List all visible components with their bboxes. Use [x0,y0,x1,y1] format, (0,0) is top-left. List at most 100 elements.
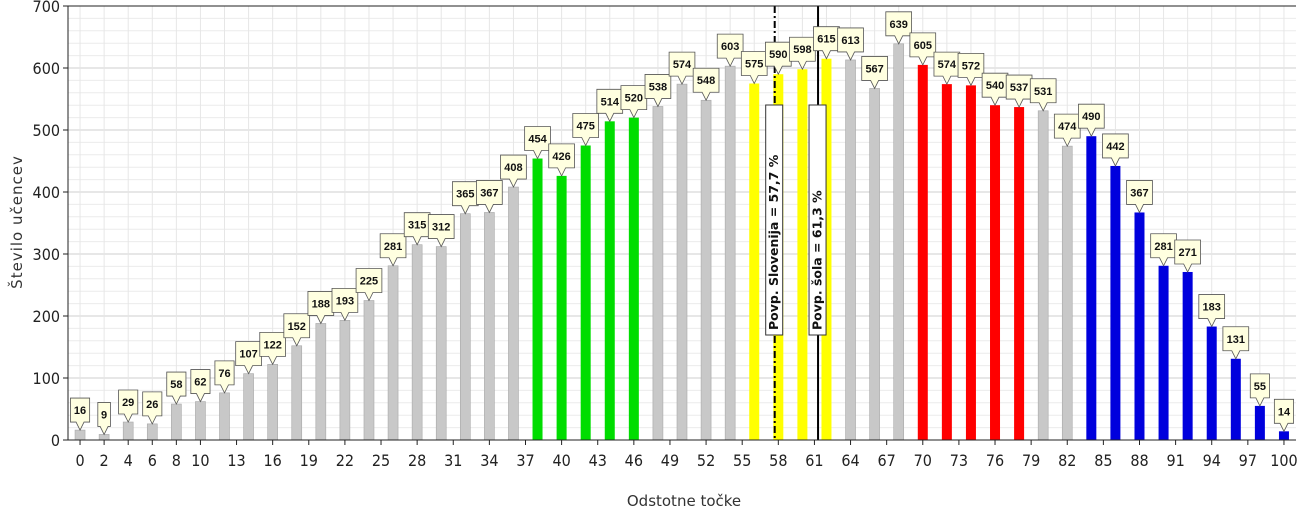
x-tick-label: 43 [589,451,607,470]
x-tick-label: 58 [769,451,787,470]
data-label: 474 [1058,121,1077,133]
x-tick-label: 0 [75,451,84,470]
data-label-callout [1222,326,1250,360]
data-label: 520 [625,93,643,105]
data-label-callout [1078,103,1105,138]
y-tick-labels: 0 100 200 300 400 500 600 700 [33,0,60,450]
data-label: 367 [1130,187,1148,199]
bar [435,246,447,441]
x-tick-label: 22 [336,451,354,470]
data-label: 490 [1082,111,1100,123]
bar [604,121,615,440]
data-label: 271 [1178,247,1196,259]
bar [74,429,86,441]
data-label-callout [716,33,744,68]
bar [556,175,567,440]
y-axis-label: Število učencev [7,155,26,289]
data-label-callout [500,154,527,188]
data-label: 14 [1278,406,1291,418]
x-tick-label: 13 [227,451,245,470]
bar [1158,265,1169,440]
bar [291,345,303,441]
data-label: 9 [101,409,107,421]
data-label-callout [379,233,407,267]
data-labels: 16 9 29 26 58 62 76 107 122 152 188 193 225 281 315 312… [70,11,1294,436]
data-label-callout [572,113,599,147]
data-label: 538 [649,81,667,93]
x-tick-label: 73 [950,451,968,470]
x-tick-label: 94 [1203,451,1221,470]
bar [700,99,712,441]
data-label-callout [283,313,311,347]
data-label: 76 [218,368,230,380]
bar [893,43,905,441]
data-label: 281 [1154,241,1172,253]
bar [171,403,182,441]
x-tick-label: 25 [372,451,390,470]
data-label: 615 [817,34,835,46]
data-label: 574 [938,59,957,71]
data-label: 58 [170,379,182,391]
data-label: 537 [1010,82,1028,94]
x-tick-label: 4 [124,451,133,470]
bar [195,401,206,441]
data-label-callout [1126,180,1153,214]
average-marker-label: Povp. Slovenija = 57,7 % [766,154,781,330]
y-tick-label: 200 [33,307,60,326]
data-label-callout [1150,233,1177,267]
bar [459,213,471,441]
x-tick-label: 91 [1166,451,1184,470]
bar [990,105,1001,440]
x-tick-label: 28 [408,451,426,470]
bar [941,84,952,441]
x-tick-label: 100 [1270,451,1297,470]
data-label: 408 [504,162,522,174]
data-label-callout [355,268,383,302]
x-tick-label: 2 [100,451,109,470]
y-tick-label: 500 [33,121,60,140]
data-label-callout [524,126,551,160]
bar [1086,136,1097,440]
data-label-callout [214,360,235,394]
x-tick-label: 61 [805,451,823,470]
y-tick-label: 700 [33,0,60,16]
data-label: 605 [914,40,932,52]
data-label: 426 [552,151,570,163]
bar [267,364,278,441]
bar [1230,358,1241,440]
data-label-callout [1273,398,1294,433]
average-marker-label: Povp. šola = 61,3 % [810,190,825,330]
data-label-callout [166,371,187,405]
x-tick-label: 8 [172,451,181,470]
data-label-callout [644,74,672,108]
y-tick-label: 100 [33,369,60,388]
bar [1206,326,1217,440]
x-tick-label: 82 [1058,451,1076,470]
data-label: 188 [312,298,330,310]
data-label: 548 [697,75,715,87]
data-label-callout [70,397,91,431]
data-label: 55 [1254,381,1266,393]
bar [797,69,808,441]
data-label: 454 [528,134,547,146]
data-label: 26 [146,399,158,411]
data-label: 131 [1227,334,1245,346]
data-label: 107 [239,349,257,361]
data-label: 281 [384,241,402,253]
x-tick-label: 76 [986,451,1004,470]
data-label: 365 [456,189,474,201]
average-marker-label-box [808,104,827,336]
data-label: 62 [194,377,206,389]
y-tick-label: 0 [51,431,60,450]
bar [965,85,976,441]
data-label: 312 [432,222,450,234]
bar [508,186,519,441]
bar [917,64,928,441]
x-tick-label: 67 [878,451,896,470]
data-label: 531 [1034,86,1052,98]
y-tick-label: 300 [33,245,60,264]
bar [219,392,230,441]
data-label: 16 [74,405,86,417]
bar [146,423,158,441]
x-tick-label: 88 [1130,451,1148,470]
